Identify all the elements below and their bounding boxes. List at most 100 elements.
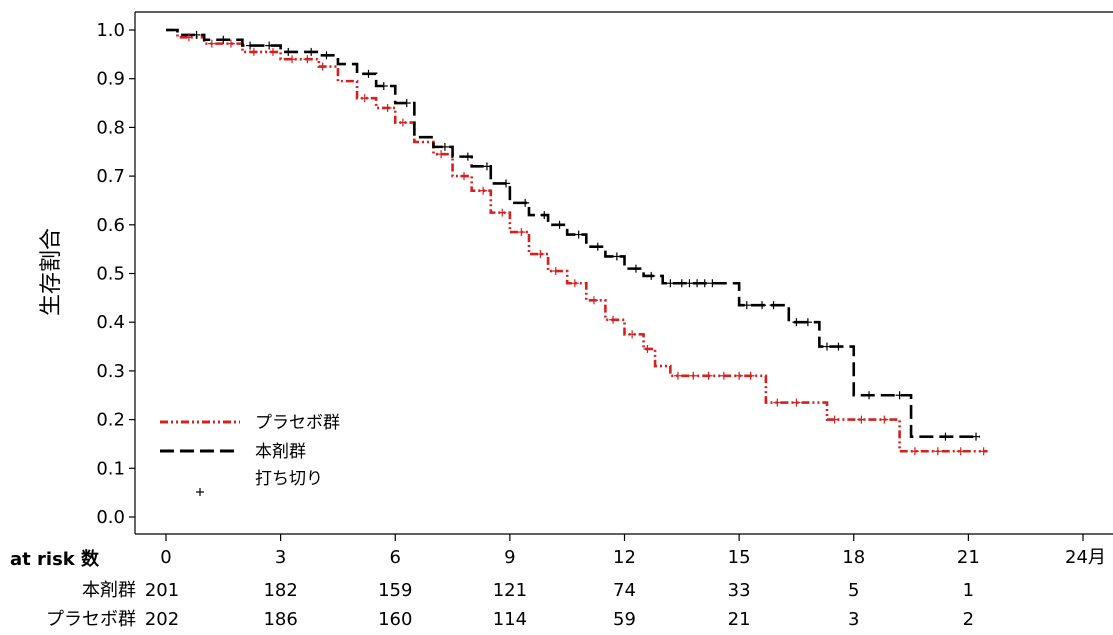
- censor-mark: [463, 152, 472, 161]
- censor-mark: [803, 318, 812, 327]
- censor-mark: [933, 447, 942, 456]
- at-risk-value: 186: [263, 609, 297, 630]
- censor-mark: [628, 330, 637, 339]
- at-risk-value: 160: [378, 609, 412, 630]
- at-risk-value: 3: [848, 609, 859, 630]
- censor-mark: [834, 342, 843, 351]
- censor-mark: [673, 371, 682, 380]
- x-tick-label: 15: [728, 547, 751, 568]
- censor-mark: [479, 186, 488, 195]
- at-risk-value: 21: [728, 609, 751, 630]
- at-risk-value: 5: [848, 580, 859, 601]
- censor-mark: [708, 279, 717, 288]
- censor-mark: [700, 279, 709, 288]
- at-risk-value: 159: [378, 580, 412, 601]
- x-tick-label: 21: [957, 547, 980, 568]
- censor-mark: [643, 344, 652, 353]
- censor-mark: [322, 51, 331, 60]
- censor-mark: [666, 279, 675, 288]
- at-risk-row-label: プラセボ群: [46, 609, 136, 630]
- y-tick-label: 0.7: [96, 166, 125, 187]
- y-tick-label: 0.1: [96, 458, 125, 479]
- at-risk-title: at risk 数: [10, 548, 100, 570]
- censor-mark: [288, 55, 297, 64]
- censor-mark: [460, 172, 469, 181]
- censor-mark: [249, 47, 258, 56]
- censor-mark: [792, 318, 801, 327]
- censor-mark: [735, 371, 744, 380]
- x-tick-label: 9: [504, 547, 515, 568]
- censor-mark: [318, 62, 327, 71]
- censor-mark: [631, 264, 640, 273]
- censor-mark: [246, 41, 255, 50]
- y-tick-label: 0.3: [96, 361, 125, 382]
- censor-mark: [685, 279, 694, 288]
- censor-mark: [773, 398, 782, 407]
- censor-mark: [498, 208, 507, 217]
- x-ticks: 0 3 6 9 12 15 18 21 24月: [160, 534, 1106, 568]
- censor-mark: [207, 39, 216, 48]
- censor-mark: [540, 211, 549, 220]
- censor-mark: [303, 55, 312, 64]
- censor-mark: [972, 432, 981, 441]
- y-tick-label: 0.6: [96, 215, 125, 236]
- censor-mark: [440, 142, 449, 151]
- survival-curve-placebo: [166, 28, 988, 453]
- censor-mark: [677, 279, 686, 288]
- survival-curve-treatment: [166, 28, 980, 438]
- censor-mark: [437, 150, 446, 159]
- censor-mark: [865, 391, 874, 400]
- y-tick-label: 0.8: [96, 117, 125, 138]
- censor-mark: [307, 47, 316, 56]
- censor-mark: [689, 371, 698, 380]
- legend-label: 本剤群: [255, 442, 306, 462]
- censor-mark: [574, 230, 583, 239]
- censor-mark: [941, 432, 950, 441]
- censor-mark: [612, 252, 621, 261]
- x-tick-label: 18: [842, 547, 865, 568]
- at-risk-value: 114: [493, 609, 527, 630]
- y-tick-label: 0.5: [96, 264, 125, 285]
- censor-mark: [823, 342, 832, 351]
- y-tick-label: 1.0: [96, 20, 125, 41]
- censor-marks: [184, 30, 988, 456]
- censor-mark: [593, 242, 602, 251]
- censor-mark: [956, 447, 965, 456]
- y-ticks: 0.0 0.1 0.2 0.3 0.4 0.5 0.6 0.7 0.8 0.9 1.0: [96, 20, 135, 528]
- censor-mark: [979, 447, 988, 456]
- censor-mark: [830, 415, 839, 424]
- x-tick-label: 3: [275, 547, 286, 568]
- censor-mark: [880, 415, 889, 424]
- censor-mark: [482, 162, 491, 171]
- censor-mark: [704, 371, 713, 380]
- censor-mark: [555, 220, 564, 229]
- censor-mark: [647, 271, 656, 280]
- at-risk-value: 182: [263, 580, 297, 601]
- censor-mark: [517, 228, 526, 237]
- y-axis-label: 生存割合: [39, 228, 64, 316]
- censor-mark: [719, 371, 728, 380]
- censor-mark: [364, 69, 373, 78]
- legend-label: 打ち切り: [255, 469, 323, 489]
- censor-mark: [910, 447, 919, 456]
- censor-mark: [857, 415, 866, 424]
- censor-mark: [693, 279, 702, 288]
- x-tick-label: 12: [613, 547, 636, 568]
- censor-mark: [746, 371, 755, 380]
- censor-mark: [379, 82, 388, 91]
- legend-label: プラセボ群: [255, 413, 340, 433]
- at-risk-value: 59: [613, 609, 636, 630]
- censor-mark: [758, 301, 767, 310]
- at-risk-value: 2: [963, 609, 974, 630]
- censor-mark: [226, 39, 235, 48]
- at-risk-value: 202: [145, 609, 179, 630]
- censor-mark: [570, 279, 579, 288]
- at-risk-value: 1: [963, 580, 974, 601]
- censor-mark: [265, 41, 274, 50]
- censor-mark: [742, 301, 751, 310]
- survival-curves: [166, 28, 988, 453]
- censor-mark: [402, 99, 411, 108]
